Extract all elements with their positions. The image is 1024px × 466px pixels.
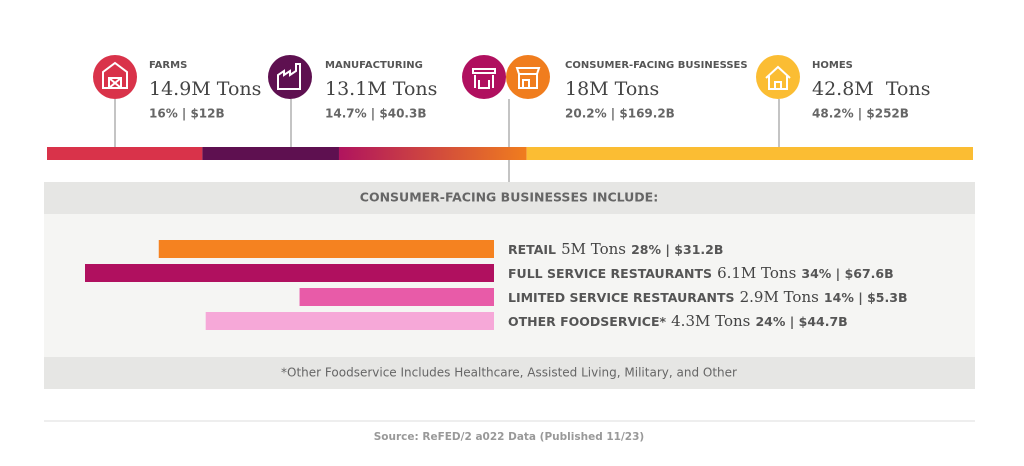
icon-farms xyxy=(93,55,137,99)
sector-value: 18M Tons xyxy=(565,78,659,100)
value-label: 4.3M Tons xyxy=(671,312,750,330)
row-label: LIMITED SERVICE RESTAURANTS 2.9M Tons 14… xyxy=(508,288,907,307)
category: OTHER FOODSERVICE* xyxy=(508,314,667,329)
value-label: 5M Tons xyxy=(561,240,626,258)
sector-value: 42.8M Tons xyxy=(812,78,930,100)
row-label: RETAIL 5M Tons 28% | $31.2B xyxy=(508,240,723,259)
icon-manufacturing xyxy=(268,55,312,99)
category: RETAIL xyxy=(508,242,556,257)
sector-value: 13.1M Tons xyxy=(325,78,437,100)
sector-details: 14.7% | $40.3B xyxy=(325,107,426,121)
details: 24% | $44.7B xyxy=(755,314,847,329)
row-label: OTHER FOODSERVICE* 4.3M Tons 24% | $44.7… xyxy=(508,312,848,331)
panel-footer xyxy=(44,357,975,389)
sector-label: MANUFACTURING xyxy=(325,60,423,71)
segment xyxy=(526,147,973,160)
value-label: 2.9M Tons xyxy=(740,288,819,306)
segment xyxy=(47,147,203,160)
panel-header xyxy=(44,182,975,214)
segment xyxy=(338,147,527,160)
value-label: 6.1M Tons xyxy=(717,264,796,282)
sector-label: FARMS xyxy=(149,60,187,71)
bar xyxy=(158,240,495,258)
row-label: FULL SERVICE RESTAURANTS 6.1M Tons 34% |… xyxy=(508,264,894,283)
bar xyxy=(299,288,494,306)
details: 28% | $31.2B xyxy=(631,242,723,257)
panel-body xyxy=(44,214,975,357)
sector-label: CONSUMER-FACING BUSINESSES xyxy=(565,60,748,71)
sector-details: 48.2% | $252B xyxy=(812,107,909,121)
icon-consumer-2 xyxy=(506,55,550,99)
bar xyxy=(85,264,494,282)
source: Source: ReFED/2 a022 Data (Published 11/… xyxy=(374,431,644,443)
bar xyxy=(205,312,494,330)
panel-title: CONSUMER-FACING BUSINESSES INCLUDE: xyxy=(360,190,658,205)
sector-details: 20.2% | $169.2B xyxy=(565,107,675,121)
sector-label: HOMES xyxy=(812,60,853,71)
icon-homes xyxy=(756,55,800,99)
category: FULL SERVICE RESTAURANTS xyxy=(508,266,712,281)
footnote: *Other Foodservice Includes Healthcare, … xyxy=(281,366,737,380)
details: 14% | $5.3B xyxy=(824,290,908,305)
category: LIMITED SERVICE RESTAURANTS xyxy=(508,290,735,305)
icon-consumer-1 xyxy=(462,55,506,99)
leaders xyxy=(114,99,780,182)
details: 34% | $67.6B xyxy=(801,266,893,281)
sector-details: 16% | $12B xyxy=(149,107,225,121)
sector-value: 14.9M Tons xyxy=(149,78,261,100)
segment xyxy=(202,147,339,160)
